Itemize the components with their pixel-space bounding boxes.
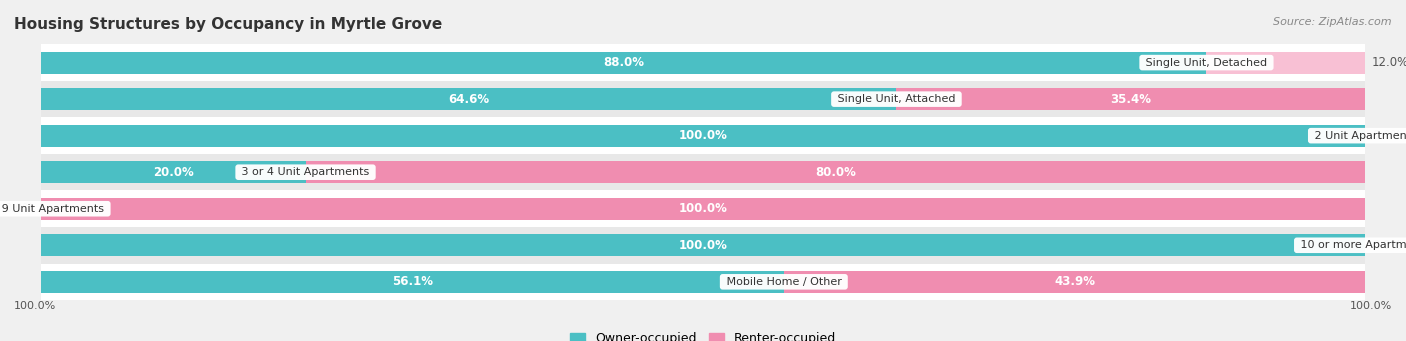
Bar — [305, 161, 1365, 183]
Text: Source: ZipAtlas.com: Source: ZipAtlas.com — [1274, 17, 1392, 27]
Text: 43.9%: 43.9% — [1054, 275, 1095, 288]
Bar — [41, 154, 1365, 191]
Text: 80.0%: 80.0% — [815, 166, 856, 179]
Text: 100.0%: 100.0% — [14, 301, 56, 311]
Text: 0.0%: 0.0% — [1372, 129, 1402, 142]
Text: Single Unit, Attached: Single Unit, Attached — [834, 94, 959, 104]
Bar — [41, 161, 305, 183]
Text: 56.1%: 56.1% — [392, 275, 433, 288]
Text: Single Unit, Detached: Single Unit, Detached — [1142, 58, 1271, 68]
Bar — [41, 264, 1365, 300]
Text: 12.0%: 12.0% — [1372, 56, 1406, 69]
Bar — [41, 234, 1365, 256]
Text: 0.0%: 0.0% — [1372, 239, 1402, 252]
Bar — [41, 44, 1365, 81]
Text: Mobile Home / Other: Mobile Home / Other — [723, 277, 845, 287]
Text: 88.0%: 88.0% — [603, 56, 644, 69]
Text: 100.0%: 100.0% — [1350, 301, 1392, 311]
Bar — [897, 88, 1365, 110]
Text: 100.0%: 100.0% — [679, 202, 727, 215]
Text: 20.0%: 20.0% — [153, 166, 194, 179]
Text: Housing Structures by Occupancy in Myrtle Grove: Housing Structures by Occupancy in Myrtl… — [14, 17, 443, 32]
Text: 100.0%: 100.0% — [679, 129, 727, 142]
Text: 100.0%: 100.0% — [679, 239, 727, 252]
Bar — [1206, 51, 1365, 74]
Text: 0.0%: 0.0% — [4, 202, 34, 215]
Bar — [41, 51, 1206, 74]
Bar — [41, 81, 1365, 117]
Legend: Owner-occupied, Renter-occupied: Owner-occupied, Renter-occupied — [565, 327, 841, 341]
Text: 3 or 4 Unit Apartments: 3 or 4 Unit Apartments — [238, 167, 373, 177]
Bar — [41, 125, 1365, 147]
Bar — [41, 271, 783, 293]
Text: 2 Unit Apartments: 2 Unit Apartments — [1310, 131, 1406, 141]
Text: 64.6%: 64.6% — [449, 93, 489, 106]
Bar — [41, 198, 1365, 220]
Text: 5 to 9 Unit Apartments: 5 to 9 Unit Apartments — [0, 204, 108, 214]
Bar — [783, 271, 1365, 293]
Bar — [41, 227, 1365, 264]
Text: 35.4%: 35.4% — [1111, 93, 1152, 106]
Text: 10 or more Apartments: 10 or more Apartments — [1296, 240, 1406, 250]
Bar — [41, 88, 897, 110]
Bar — [41, 191, 1365, 227]
Bar — [41, 117, 1365, 154]
